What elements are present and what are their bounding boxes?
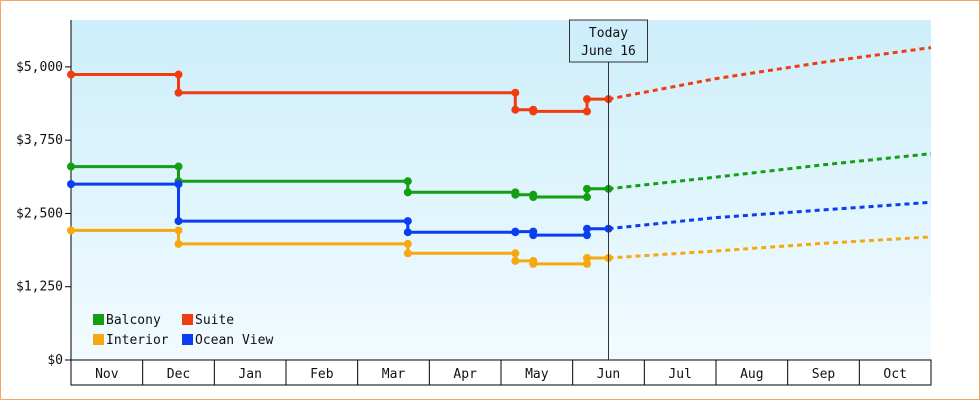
month-label: Nov [95,367,119,382]
data-point [583,193,591,202]
data-point [174,217,183,226]
forecast-line [608,46,932,101]
series-interior [67,226,932,268]
month-label: Aug [740,367,763,382]
data-point [511,105,520,114]
data-point [174,239,183,248]
today-label: Today [589,26,628,41]
data-point [67,162,75,171]
y-tick-label: $3,750 [16,133,63,148]
today-box [569,19,648,63]
y-tick-label: $0 [47,353,63,368]
data-point [583,224,591,233]
today-marker: Today June 16 [569,19,648,360]
data-point [174,70,183,79]
series-line [71,73,609,113]
data-point [583,184,591,193]
axes: $0 $1,250 $2,500 $3,750 $5,000 Nov Dec Jan Feb Ma… [16,20,932,386]
month-label: Dec [167,367,190,382]
y-tick-label: $1,250 [16,280,63,295]
data-point [174,88,183,97]
data-point [67,180,75,189]
plot-area [71,20,931,360]
data-point [67,226,75,235]
data-point [403,217,412,226]
data-point [403,188,412,197]
data-point [511,227,520,236]
data-point [403,249,412,258]
series-ocean-view [67,180,932,240]
data-point [583,254,591,262]
legend-swatch [182,334,193,345]
data-point [529,107,538,116]
data-point [403,228,412,237]
series-suite [67,46,932,116]
legend-label: Ocean View [195,333,273,348]
month-label: Jul [668,367,691,382]
month-label: Mar [382,367,406,382]
series-layer [67,46,932,268]
data-point [583,231,591,240]
data-point [174,226,183,235]
legend-swatch [93,334,104,345]
data-point [529,259,538,268]
forecast-line [608,152,932,191]
month-label: Apr [453,367,477,382]
y-tick-label: $5,000 [16,60,63,75]
data-point [174,180,183,189]
legend-label: Balcony [106,313,161,328]
data-point [583,107,591,116]
legend-swatch [182,314,193,325]
data-point [174,162,183,171]
data-point [511,249,520,258]
month-label: Sep [812,367,836,382]
month-label: Oct [883,367,906,382]
legend: Balcony Suite Interior Ocean View [93,313,273,348]
data-point [511,88,520,97]
month-label: Jan [238,367,261,382]
data-point [529,231,538,240]
data-point [583,259,591,268]
forecast-line [608,200,932,231]
legend-label: Interior [106,333,169,348]
data-point [583,95,591,104]
month-label: Jun [597,367,620,382]
legend-swatch [93,314,104,325]
y-tick-label: $2,500 [16,206,63,221]
data-point [403,239,412,248]
data-point [511,256,520,265]
data-point [67,70,75,79]
data-point [403,177,412,186]
today-date: June 16 [581,44,636,59]
data-point [529,193,538,202]
data-point [511,190,520,199]
month-label: Feb [310,367,334,382]
legend-label: Suite [195,313,234,328]
month-label: May [525,367,549,382]
